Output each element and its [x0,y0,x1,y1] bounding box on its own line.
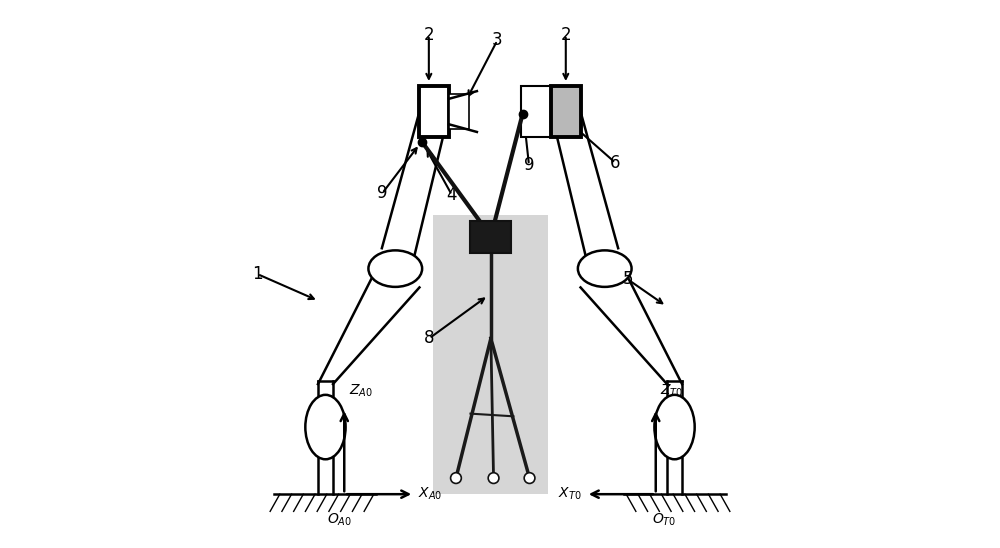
Text: $X_{A0}$: $X_{A0}$ [418,486,443,503]
Circle shape [451,473,461,483]
Text: $Z_{T0}$: $Z_{T0}$ [660,382,683,398]
Ellipse shape [305,395,346,459]
Text: $Z_{A0}$: $Z_{A0}$ [349,382,373,398]
Text: $O_{T0}$: $O_{T0}$ [652,511,676,528]
Text: 1: 1 [252,265,263,283]
Text: 9: 9 [524,156,534,174]
Circle shape [488,473,499,483]
Bar [551,86,581,137]
Ellipse shape [368,250,422,287]
Text: 6: 6 [610,154,621,172]
Bar [470,221,511,253]
Circle shape [524,473,535,483]
Bar [449,94,469,129]
Bar [521,86,551,137]
Text: 2: 2 [560,26,571,44]
Text: 3: 3 [492,31,503,49]
Text: 5: 5 [623,270,633,288]
Ellipse shape [578,250,632,287]
Bar [433,215,548,494]
Text: 9: 9 [377,185,387,202]
Text: $X_{T0}$: $X_{T0}$ [558,486,582,503]
Text: 4: 4 [447,186,457,204]
Text: $O_{A0}$: $O_{A0}$ [327,511,352,528]
Bar [419,86,449,137]
Text: 8: 8 [424,329,434,347]
Ellipse shape [654,395,695,459]
Text: 2: 2 [424,26,434,44]
